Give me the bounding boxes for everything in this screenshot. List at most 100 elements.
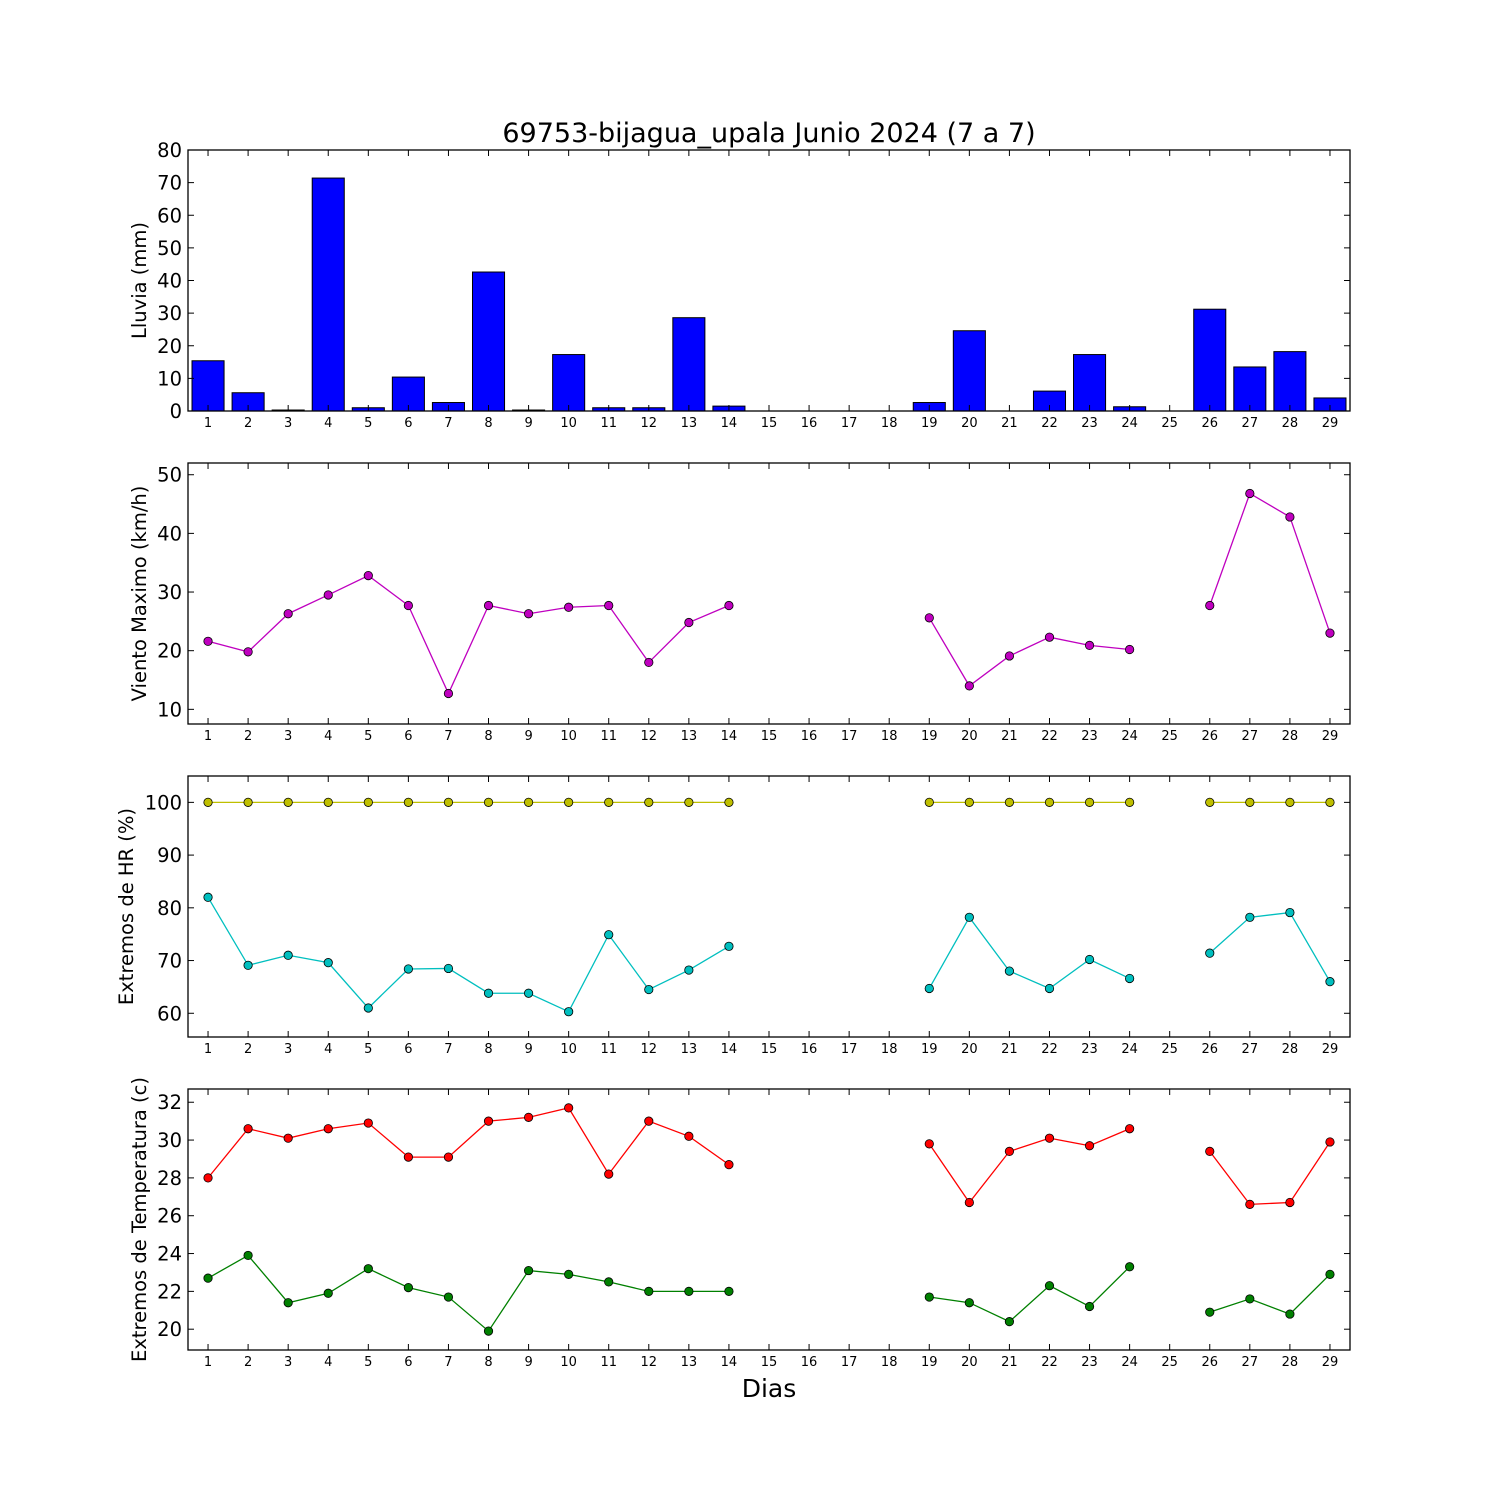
x-tick-label: 5 <box>364 1355 372 1370</box>
x-tick-label: 17 <box>841 416 858 431</box>
point-day-24 <box>1125 797 1135 807</box>
point-day-1 <box>203 797 213 807</box>
point-day-5 <box>363 1003 373 1013</box>
x-tick-label: 11 <box>600 1042 617 1057</box>
point-day-22 <box>1044 1133 1055 1143</box>
x-tick-label: 24 <box>1121 1042 1138 1057</box>
point-day-6 <box>403 1282 413 1293</box>
point-day-9 <box>523 988 534 998</box>
point-day-23 <box>1084 954 1095 965</box>
series-line <box>207 574 730 696</box>
x-tick-label: 5 <box>364 729 372 744</box>
point-day-14 <box>724 941 734 951</box>
series-line <box>1209 1141 1331 1206</box>
point-day-28 <box>1285 907 1295 918</box>
x-tick-label: 10 <box>560 1355 577 1370</box>
point-day-8 <box>483 1326 494 1336</box>
x-tick-label: 13 <box>681 1355 698 1370</box>
y-tick-label: 90 <box>157 844 182 867</box>
x-tick-label: 17 <box>841 1355 858 1370</box>
point-day-5 <box>363 1118 373 1128</box>
point-day-8 <box>483 797 494 807</box>
bar-day-26 <box>1193 308 1227 412</box>
y-tick-label: 100 <box>145 791 182 814</box>
y-tick-label: 20 <box>157 335 182 358</box>
x-tick-label: 9 <box>524 729 532 744</box>
x-tick-label: 16 <box>801 1355 818 1370</box>
point-day-22 <box>1044 632 1055 642</box>
x-tick-label: 15 <box>761 1042 778 1057</box>
point-day-9 <box>523 797 534 807</box>
x-tick-label: 21 <box>1001 1355 1018 1370</box>
x-tick-label: 20 <box>961 1042 978 1057</box>
x-tick-label: 2 <box>244 729 252 744</box>
point-day-24 <box>1125 1124 1135 1134</box>
point-day-4 <box>323 590 333 600</box>
y-tick-label: 70 <box>157 950 182 973</box>
y-tick-label: 60 <box>157 1002 182 1025</box>
point-day-12 <box>644 984 654 995</box>
point-day-10 <box>564 797 574 807</box>
x-tick-label: 29 <box>1322 1355 1339 1370</box>
x-tick-label: 25 <box>1161 1355 1178 1370</box>
point-day-20 <box>964 1197 974 1208</box>
y-tick-label: 30 <box>157 1129 182 1152</box>
x-tick-label: 28 <box>1282 729 1299 744</box>
point-day-14 <box>724 600 734 611</box>
point-day-6 <box>403 1152 413 1162</box>
point-day-22 <box>1044 1281 1055 1291</box>
point-day-13 <box>684 617 694 628</box>
point-day-20 <box>964 912 974 922</box>
bar-day-10 <box>552 354 586 412</box>
point-day-19 <box>924 983 934 994</box>
point-day-3 <box>283 797 293 807</box>
x-tick-label: 14 <box>721 1355 738 1370</box>
x-tick-label: 28 <box>1282 416 1299 431</box>
point-day-10 <box>564 1007 574 1017</box>
x-tick-label: 3 <box>284 416 292 431</box>
x-tick-label: 7 <box>444 416 452 431</box>
x-tick-label: 11 <box>600 416 617 431</box>
y-tick-label: 80 <box>157 139 182 162</box>
point-day-11 <box>604 930 614 940</box>
point-day-22 <box>1044 983 1055 994</box>
point-day-13 <box>684 1286 694 1296</box>
series-2 <box>203 1250 1335 1336</box>
x-tick-label: 8 <box>484 729 492 744</box>
point-day-26 <box>1205 948 1215 958</box>
point-day-26 <box>1205 797 1215 807</box>
x-tick-label: 14 <box>721 729 738 744</box>
x-tick-label: 3 <box>284 729 292 744</box>
x-tick-label: 19 <box>921 416 938 431</box>
y-axis-label: Extremos de Temperatura (c) <box>128 1077 151 1362</box>
point-day-2 <box>243 960 253 970</box>
x-tick-label: 27 <box>1242 729 1259 744</box>
x-tick-label: 14 <box>721 1042 738 1057</box>
x-tick-label: 25 <box>1161 416 1178 431</box>
x-tick-label: 5 <box>364 416 372 431</box>
x-tick-label: 19 <box>921 1355 938 1370</box>
bar-day-4 <box>311 177 345 412</box>
point-day-26 <box>1205 1146 1215 1157</box>
y-tick-label: 20 <box>157 640 182 663</box>
point-day-28 <box>1285 1309 1295 1319</box>
point-day-5 <box>363 571 373 581</box>
point-day-4 <box>323 1288 333 1298</box>
x-tick-label: 26 <box>1201 729 1218 744</box>
x-tick-label: 4 <box>324 416 332 431</box>
x-tick-label: 21 <box>1001 1042 1018 1057</box>
x-tick-label: 6 <box>404 1355 412 1370</box>
x-tick-label: 18 <box>881 1355 898 1370</box>
point-day-27 <box>1245 1294 1255 1304</box>
point-day-23 <box>1084 640 1095 651</box>
x-tick-label: 4 <box>324 729 332 744</box>
plot-frame <box>187 775 1351 1038</box>
x-tick-label: 27 <box>1242 1355 1259 1370</box>
point-day-21 <box>1004 1317 1015 1327</box>
point-day-22 <box>1044 797 1055 807</box>
series-2 <box>203 892 1335 1017</box>
point-day-21 <box>1004 797 1015 807</box>
series-line <box>207 1107 730 1179</box>
x-tick-label: 10 <box>560 729 577 744</box>
